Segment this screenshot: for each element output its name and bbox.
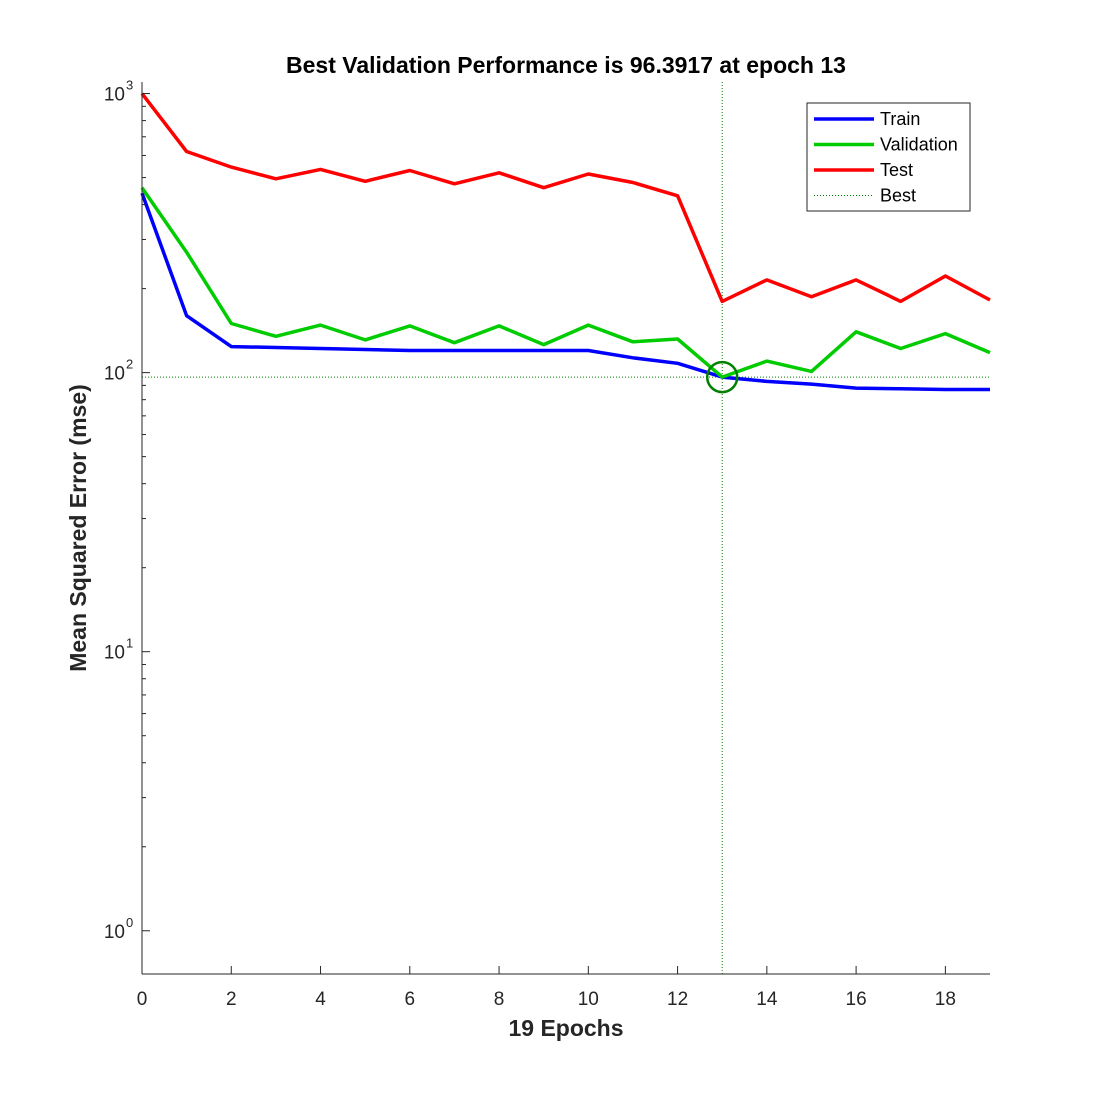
x-tick-label: 6 — [405, 989, 416, 1010]
legend: Train Validation Test Best — [806, 102, 971, 212]
x-tick-label: 18 — [935, 989, 956, 1010]
x-tick-label: 14 — [756, 989, 778, 1010]
x-tick-label: 0 — [137, 989, 148, 1010]
y-tick-label: 10 — [104, 364, 125, 385]
y-tick-label: 10 — [104, 922, 125, 943]
x-tick-label: 10 — [578, 989, 599, 1010]
x-tick-label: 8 — [494, 989, 505, 1010]
legend-label-train: Train — [880, 109, 920, 129]
chart-title: Best Validation Performance is 96.3917 a… — [286, 52, 846, 78]
y-tick-exponent: 2 — [126, 357, 133, 372]
series-line-test — [140, 92, 991, 304]
legend-label-validation: Validation — [880, 135, 958, 155]
series-line-train — [140, 192, 990, 392]
legend-label-test: Test — [880, 160, 913, 180]
y-tick-exponent: 0 — [126, 915, 133, 930]
legend-box — [806, 102, 971, 212]
best-point-marker — [705, 360, 739, 394]
x-tick-label: 16 — [846, 989, 867, 1010]
x-tick-label: 12 — [667, 989, 688, 1010]
x-tick-label: 2 — [226, 989, 237, 1010]
y-tick-label: 10 — [104, 85, 125, 106]
y-tick-label: 10 — [104, 643, 125, 664]
x-axis-label: 19 Epochs — [508, 1015, 623, 1041]
y-tick-exponent: 3 — [126, 78, 133, 93]
plot-area-background — [142, 82, 990, 974]
legend-label-best: Best — [880, 186, 916, 206]
y-tick-exponent: 1 — [126, 636, 133, 651]
x-tick-label: 4 — [315, 989, 326, 1010]
series-line-validation — [140, 186, 991, 379]
y-axis-label: Mean Squared Error (mse) — [65, 384, 91, 672]
